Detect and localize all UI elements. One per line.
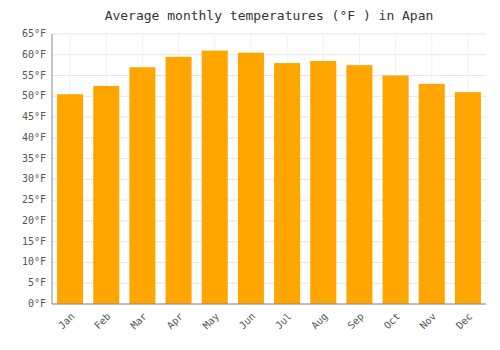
bar [383,76,409,304]
chart: 0°F 5°F 10°F 15°F 20°F 25°F 30°F 35°F 40°F 45°F 50… [0,0,500,350]
axes: 0°F 5°F 10°F 15°F 20°F 25°F 30°F 35°F 40°F 45°F 50… [22,28,486,331]
bar [419,84,445,304]
y-tick-label: 40°F [22,132,46,143]
x-tick-label: Nov [418,311,439,332]
x-tick-label: Oct [382,311,403,332]
x-axis-line [52,304,486,305]
x-tick-label: Mar [128,311,149,332]
x-tick-label: Jun [237,311,258,332]
bar [346,65,372,304]
y-tick-label: 0°F [28,298,46,309]
y-tick-label: 45°F [22,111,46,122]
x-tick-label: Aug [309,311,330,332]
bar [202,51,228,304]
x-tick-label: Dec [454,311,475,332]
y-tick-label: 15°F [22,236,46,247]
bar [274,63,300,304]
chart-container: 0°F 5°F 10°F 15°F 20°F 25°F 30°F 35°F 40°F 45°F 50… [0,0,500,350]
y-axis-line [52,34,53,304]
bar [57,94,83,304]
bar [310,61,336,304]
y-tick-label: 50°F [22,90,46,101]
y-tick-label: 30°F [22,173,46,184]
y-grid-line [52,304,486,305]
x-tick-label: Apr [165,311,186,332]
x-tick-label: Sep [345,311,366,332]
bar [166,57,192,304]
bar [455,92,481,304]
x-tick-label: May [201,311,222,332]
y-grid-line [52,54,486,55]
y-tick-label: 5°F [28,277,46,288]
y-grid-line [52,34,486,35]
bar [93,86,119,304]
grid [52,34,486,304]
y-grid-line [52,75,486,76]
y-tick-label: 35°F [22,153,46,164]
y-tick-label: 10°F [22,256,46,267]
x-tick-label: Jan [56,311,77,332]
x-tick-label: Jul [273,311,294,332]
y-tick-label: 55°F [22,70,46,81]
x-tick-label: Feb [92,311,113,332]
bars [57,51,481,304]
bar [129,67,155,304]
y-tick-label: 25°F [22,194,46,205]
bar [238,53,264,304]
y-tick-label: 65°F [22,28,46,39]
title: Average monthly temperatures (°F ) in Ap… [105,8,434,23]
y-tick-label: 20°F [22,215,46,226]
y-tick-label: 60°F [22,49,46,60]
